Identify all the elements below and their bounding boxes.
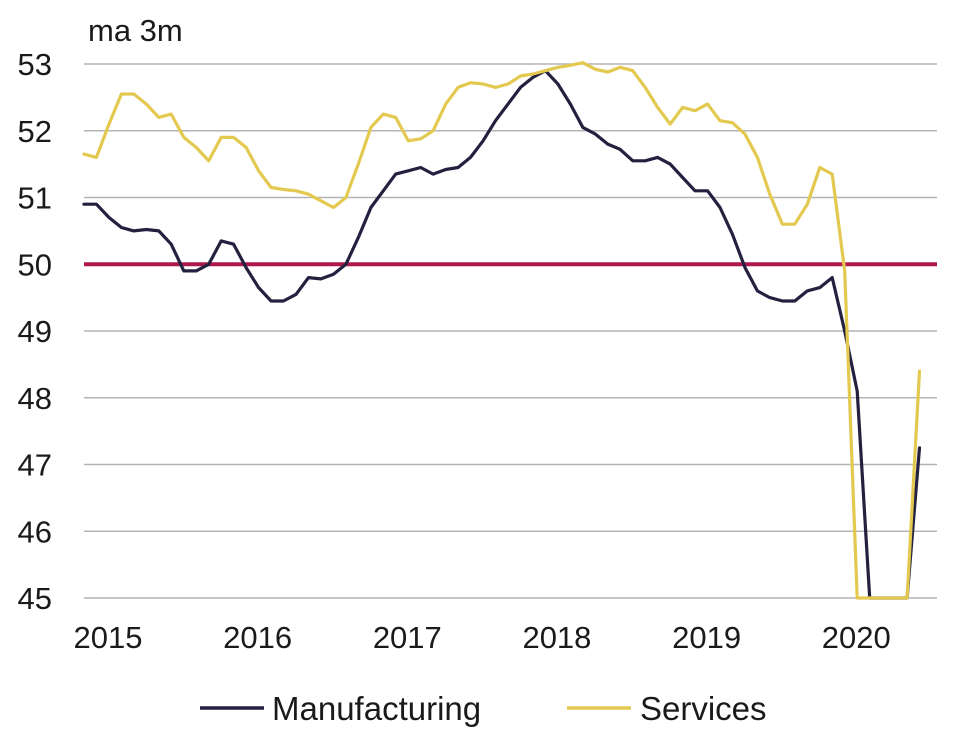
y-tick-label: 51	[18, 181, 52, 216]
x-tick-label: 2015	[74, 620, 143, 655]
series-group	[82, 61, 922, 600]
y-axis-ticks: 45 46 47 48 49 50 51 52 53	[18, 47, 52, 616]
y-tick-label: 48	[18, 381, 52, 416]
legend-label-manufacturing: Manufacturing	[272, 690, 481, 727]
y-tick-label: 49	[18, 314, 52, 349]
x-tick-label: 2017	[373, 620, 442, 655]
y-tick-label: 46	[18, 514, 52, 549]
services-series-line	[82, 61, 922, 600]
legend: Manufacturing Services	[200, 690, 767, 727]
x-tick-label: 2018	[522, 620, 591, 655]
x-tick-label: 2016	[223, 620, 292, 655]
manufacturing-series-line	[82, 69, 922, 600]
x-axis-ticks: 2015 2016 2017 2018 2019 2020	[74, 620, 891, 655]
x-tick-label: 2020	[822, 620, 891, 655]
y-tick-label: 50	[18, 247, 52, 282]
unit-label: ma 3m	[88, 13, 183, 48]
legend-label-services: Services	[640, 690, 767, 727]
gridlines	[84, 63, 937, 599]
y-tick-label: 45	[18, 581, 52, 616]
x-tick-label: 2019	[672, 620, 741, 655]
y-tick-label: 53	[18, 47, 52, 82]
y-tick-label: 47	[18, 448, 52, 483]
y-tick-label: 52	[18, 114, 52, 149]
